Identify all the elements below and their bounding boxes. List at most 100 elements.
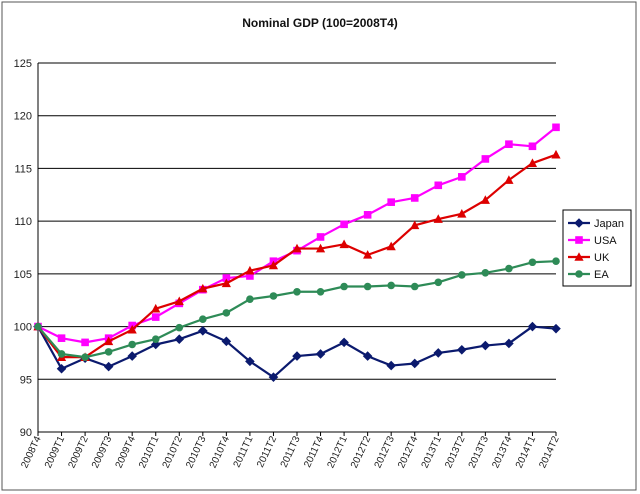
data-point-japan: [457, 344, 467, 355]
data-point-japan: [268, 372, 279, 382]
legend: Japan USA UK EA: [562, 209, 632, 287]
data-point-ea: [57, 350, 66, 358]
data-point-japan: [386, 360, 396, 371]
data-point-ea: [458, 271, 466, 279]
data-point-japan: [315, 349, 326, 359]
chart-title: Nominal GDP (100=2008T4): [242, 16, 398, 30]
data-point-japan: [150, 339, 161, 350]
data-point-japan: [480, 340, 491, 351]
data-point-ea: [34, 322, 42, 331]
data-point-usa: [387, 198, 395, 206]
data-point-uk: [198, 283, 208, 293]
data-point-usa: [81, 338, 89, 347]
data-point-ea: [552, 257, 560, 266]
data-point-ea: [481, 269, 490, 277]
data-point-japan: [339, 337, 349, 348]
data-point-uk: [457, 208, 467, 218]
data-point-uk: [480, 195, 490, 204]
data-point-ea: [410, 282, 419, 291]
data-point-japan: [551, 323, 561, 334]
data-point-uk: [363, 250, 373, 259]
data-point-uk: [292, 243, 302, 253]
data-point-ea: [199, 315, 207, 323]
y-tick-label: 105: [14, 269, 32, 281]
data-point-uk: [315, 243, 326, 253]
data-point-ea: [128, 340, 136, 349]
data-point-japan: [433, 348, 444, 358]
legend-marker-uk: [574, 252, 584, 261]
data-point-uk: [433, 214, 443, 223]
data-point-uk: [268, 260, 279, 270]
data-point-ea: [528, 258, 537, 267]
data-point-japan: [504, 338, 514, 349]
data-point-usa: [410, 194, 419, 202]
data-point-japan: [362, 351, 373, 361]
data-point-ea: [246, 295, 254, 303]
y-tick-label: 90: [20, 427, 32, 439]
series-group: [33, 123, 561, 382]
data-point-uk: [386, 241, 396, 251]
data-point-ea: [340, 282, 348, 291]
data-point-uk: [527, 158, 538, 167]
data-point-ea: [505, 264, 513, 273]
data-point-ea: [293, 287, 301, 296]
data-point-usa: [458, 173, 466, 181]
y-tick-label: 115: [14, 163, 32, 175]
data-point-japan: [56, 363, 67, 374]
data-point-usa: [246, 272, 254, 280]
y-tick-label: 100: [14, 322, 32, 334]
data-point-uk: [127, 324, 137, 334]
data-point-usa: [434, 181, 443, 190]
data-point-uk: [174, 296, 184, 306]
data-point-ea: [104, 348, 113, 356]
data-point-usa: [316, 233, 325, 241]
data-point-uk: [151, 303, 161, 313]
data-point-usa: [57, 334, 66, 342]
data-point-uk: [551, 149, 561, 159]
data-point-usa: [552, 123, 560, 132]
data-point-ea: [222, 309, 231, 317]
data-point-usa: [340, 220, 348, 229]
data-point-uk: [504, 175, 514, 184]
data-point-uk: [221, 278, 231, 288]
y-tick-label: 95: [20, 374, 32, 386]
y-tick-label: 125: [14, 58, 32, 70]
data-point-ea: [81, 353, 89, 361]
data-point-usa: [151, 313, 160, 321]
data-point-uk: [339, 239, 349, 249]
data-point-ea: [151, 335, 160, 344]
legend-marker-usa: [575, 236, 583, 244]
axes: [37, 63, 557, 436]
data-point-ea: [269, 292, 278, 300]
data-point-usa: [528, 142, 537, 151]
data-point-ea: [387, 281, 395, 290]
legend-marker-ea: [575, 270, 583, 278]
data-point-uk: [410, 220, 420, 230]
data-point-ea: [316, 287, 325, 296]
data-point-japan: [127, 351, 137, 361]
data-point-japan: [221, 336, 232, 347]
data-point-ea: [363, 282, 372, 291]
series-ea: [34, 257, 560, 361]
data-point-usa: [505, 140, 513, 148]
data-point-japan: [409, 358, 420, 369]
legend-label-usa: USA: [594, 235, 617, 247]
data-point-usa: [222, 274, 231, 282]
y-tick-label: 110: [14, 216, 32, 228]
legend-marker-japan: [574, 218, 584, 228]
data-point-uk: [245, 265, 255, 275]
data-point-japan: [198, 325, 208, 336]
data-point-usa: [481, 155, 490, 163]
y-tick-label: 120: [14, 111, 32, 123]
data-point-japan: [103, 361, 114, 372]
legend-label-ea: EA: [594, 269, 609, 281]
data-point-japan: [245, 356, 255, 367]
data-point-uk: [104, 336, 114, 346]
data-point-japan: [527, 321, 538, 332]
legend-label-japan: Japan: [594, 218, 624, 230]
data-point-japan: [174, 334, 185, 345]
legend-label-uk: UK: [594, 252, 610, 264]
